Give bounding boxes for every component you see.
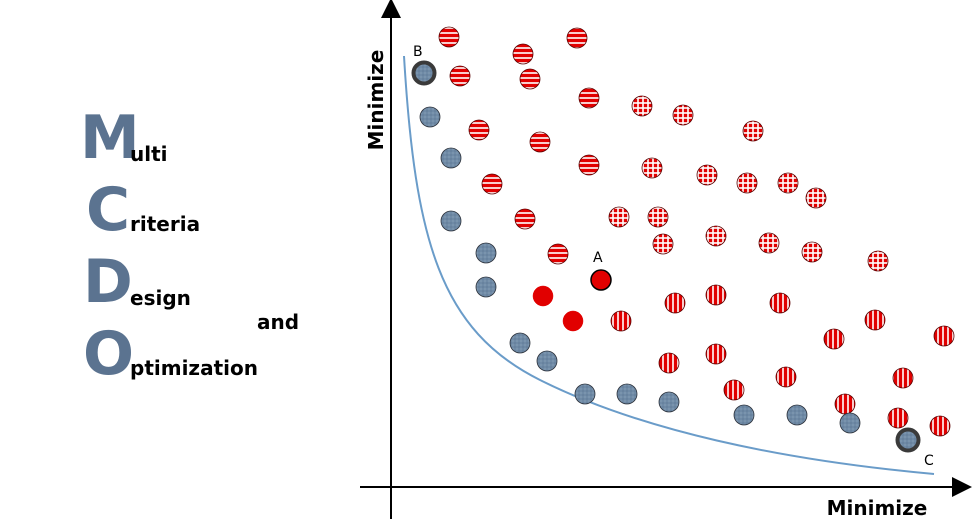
pareto-front-curve <box>403 55 935 475</box>
pareto-point <box>536 350 558 372</box>
dominated-point-grid <box>742 120 764 142</box>
dominated-point-vstripe <box>705 284 727 306</box>
point-b <box>411 60 437 86</box>
title-letter-d: D <box>83 247 133 317</box>
dominated-point-grid <box>705 225 727 247</box>
dominated-point-grid <box>801 241 823 263</box>
pareto-point <box>733 404 755 426</box>
dominated-point-vstripe <box>892 367 914 389</box>
dominated-point-vstripe <box>864 309 886 331</box>
point-a <box>590 269 612 291</box>
dominated-point-hstripe <box>519 68 541 90</box>
dominated-point-grid <box>736 172 758 194</box>
dominated-point-vstripe <box>887 407 909 429</box>
dominated-point-hstripe <box>512 43 534 65</box>
pareto-point <box>509 332 531 354</box>
point-c <box>895 427 921 453</box>
pareto-point <box>839 412 861 434</box>
dominated-point-grid <box>758 232 780 254</box>
dominated-point-hstripe <box>438 26 460 48</box>
point-label-a: A <box>593 250 603 266</box>
dominated-point-hstripe <box>529 131 551 153</box>
pareto-point <box>419 106 441 128</box>
dominated-point-grid <box>631 95 653 117</box>
dominated-point-hstripe <box>481 173 503 195</box>
title-letter-c: C <box>86 175 131 245</box>
pareto-point <box>475 276 497 298</box>
title-word-design: esign <box>130 286 191 310</box>
dominated-point-vstripe <box>723 379 745 401</box>
points-layer <box>411 26 955 453</box>
pareto-point <box>616 383 638 405</box>
dominated-point-grid <box>652 233 674 255</box>
pareto-point <box>574 383 596 405</box>
dominated-point-grid <box>647 206 669 228</box>
dominated-point-solid <box>532 285 554 307</box>
dominated-point-vstripe <box>823 328 845 350</box>
pareto-point <box>440 147 462 169</box>
y-axis-label: Minimize <box>364 50 388 151</box>
dominated-point-vstripe <box>775 366 797 388</box>
dominated-point-vstripe <box>769 292 791 314</box>
dominated-point-grid <box>608 206 630 228</box>
dominated-point-vstripe <box>929 415 951 437</box>
dominated-point-vstripe <box>610 310 632 332</box>
dominated-point-hstripe <box>578 87 600 109</box>
title-letter-o: O <box>83 319 135 389</box>
point-label-b: B <box>413 44 423 60</box>
dominated-point-grid <box>672 104 694 126</box>
title-word-multi: ulti <box>130 142 168 166</box>
mcdo-title: M ulti C riteria D esign and O ptimizati… <box>0 0 340 519</box>
point-label-c: C <box>924 453 934 469</box>
dominated-point-vstripe <box>834 393 856 415</box>
dominated-point-grid <box>696 164 718 186</box>
pareto-point <box>658 391 680 413</box>
dominated-point-vstripe <box>705 343 727 365</box>
dominated-point-grid <box>867 250 889 272</box>
title-word-criteria: riteria <box>130 212 201 236</box>
dominated-point-hstripe <box>578 154 600 176</box>
dominated-point-vstripe <box>933 325 955 347</box>
dominated-point-grid <box>805 187 827 209</box>
dominated-point-grid <box>641 157 663 179</box>
dominated-point-hstripe <box>547 243 569 265</box>
dominated-point-hstripe <box>468 119 490 141</box>
pareto-point <box>786 404 808 426</box>
dominated-point-vstripe <box>664 292 686 314</box>
pareto-point <box>440 210 462 232</box>
dominated-point-solid <box>562 310 584 332</box>
dominated-point-vstripe <box>658 352 680 374</box>
dominated-point-hstripe <box>514 208 536 230</box>
title-word-optimization: ptimization <box>130 356 258 380</box>
dominated-point-grid <box>777 172 799 194</box>
title-letter-m: M <box>80 103 140 173</box>
title-word-and: and <box>257 310 300 334</box>
pareto-point <box>475 242 497 264</box>
dominated-point-hstripe <box>566 27 588 49</box>
dominated-point-hstripe <box>449 65 471 87</box>
x-axis-label: Minimize <box>827 496 928 519</box>
